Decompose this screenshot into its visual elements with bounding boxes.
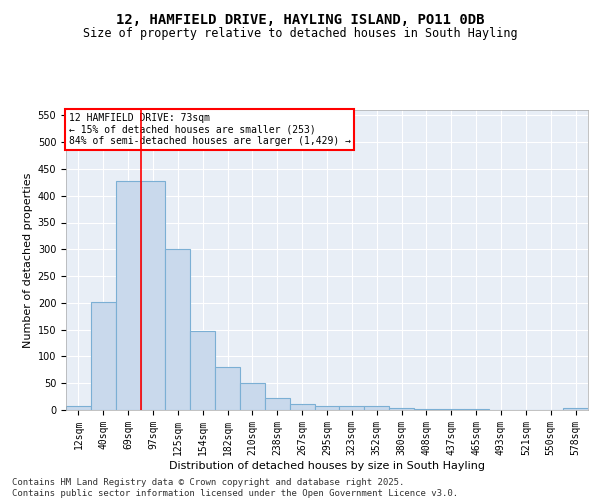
Bar: [314, 406, 340, 410]
Text: 12 HAMFIELD DRIVE: 73sqm
← 15% of detached houses are smaller (253)
84% of semi-: 12 HAMFIELD DRIVE: 73sqm ← 15% of detach…: [68, 113, 350, 146]
Text: 12, HAMFIELD DRIVE, HAYLING ISLAND, PO11 0DB: 12, HAMFIELD DRIVE, HAYLING ISLAND, PO11…: [116, 12, 484, 26]
Bar: [240, 383, 265, 410]
Bar: [364, 406, 389, 410]
Bar: [389, 408, 414, 410]
Bar: [563, 408, 588, 410]
Text: Size of property relative to detached houses in South Hayling: Size of property relative to detached ho…: [83, 28, 517, 40]
X-axis label: Distribution of detached houses by size in South Hayling: Distribution of detached houses by size …: [169, 460, 485, 470]
Bar: [215, 367, 240, 410]
Bar: [140, 181, 166, 410]
Bar: [166, 248, 190, 410]
Bar: [116, 181, 140, 410]
Bar: [190, 331, 215, 410]
Bar: [91, 302, 116, 410]
Bar: [265, 398, 290, 410]
Text: Contains HM Land Registry data © Crown copyright and database right 2025.
Contai: Contains HM Land Registry data © Crown c…: [12, 478, 458, 498]
Bar: [290, 404, 314, 410]
Y-axis label: Number of detached properties: Number of detached properties: [23, 172, 34, 348]
Bar: [414, 409, 439, 410]
Bar: [340, 406, 364, 410]
Bar: [66, 406, 91, 410]
